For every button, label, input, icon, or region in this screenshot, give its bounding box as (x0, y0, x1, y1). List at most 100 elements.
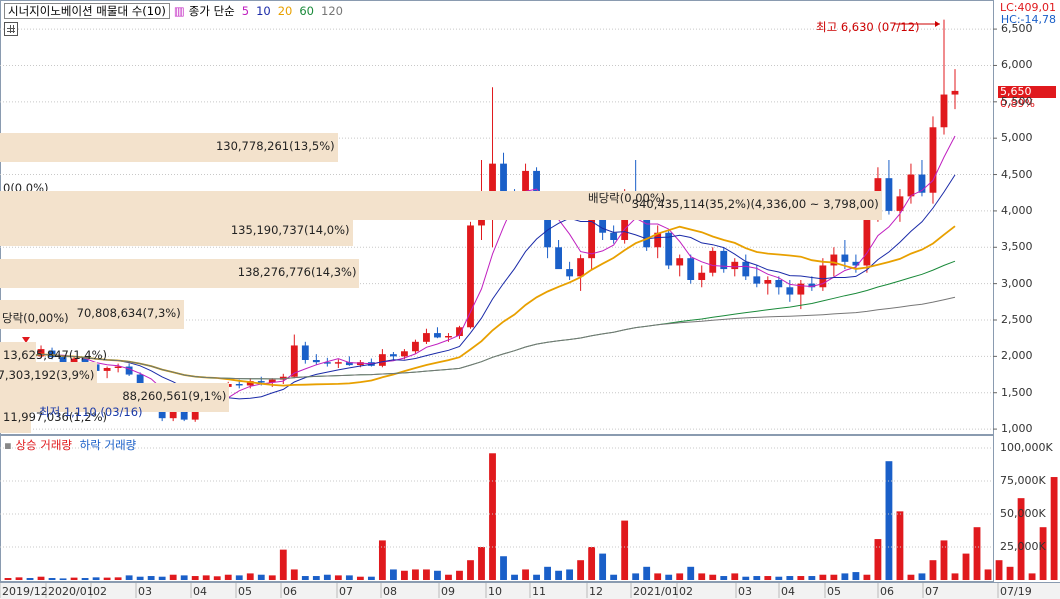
volume-bar (764, 576, 772, 580)
volume-bar (753, 576, 761, 580)
volume-bar (180, 575, 188, 580)
hc-label: HC:-14,78 (1000, 13, 1056, 26)
volume-bar (687, 566, 695, 580)
candle-body (301, 345, 309, 360)
candle-body (180, 411, 188, 420)
volume-bar (224, 574, 232, 580)
volume-bar (213, 576, 221, 580)
volume-bar (389, 569, 397, 580)
volume-bar (434, 570, 441, 580)
volume-bar (169, 574, 177, 580)
price-tick-label: 2,000 (1001, 349, 1033, 363)
candle-body (378, 354, 386, 366)
candle-body (687, 258, 695, 280)
volume-bar (456, 570, 463, 580)
candle-body (456, 327, 463, 336)
lc-hc-readout: LC:409,01 HC:-14,78 (1000, 2, 1056, 26)
grid-settings-icon[interactable] (4, 22, 18, 36)
time-tick-label: 12 (589, 585, 603, 598)
time-tick-label: 04 (781, 585, 795, 598)
volume-bar (191, 576, 199, 580)
volume-bar (70, 577, 78, 580)
time-tick-label: 03 (138, 585, 152, 598)
candle-body (59, 357, 67, 363)
candle-body (555, 247, 562, 270)
volume-profile-label: 340,435,114(35,2%)(4,336,00 ~ 3,798,00) (631, 197, 879, 212)
volume-bar (544, 566, 551, 580)
volume-bar (742, 576, 750, 580)
candle-body (841, 254, 849, 262)
candle-body (797, 283, 805, 295)
volume-tick-label: 50,000K (1000, 507, 1046, 520)
ma-10-line (7, 174, 956, 400)
volume-bar (896, 511, 904, 580)
volume-profile-label: 13,625,847(1,4%) (3, 348, 108, 362)
candle-body (808, 283, 816, 288)
candle-body (819, 265, 827, 288)
symbol-label[interactable]: 시너지이노베이션 매물대 수(10) (4, 3, 170, 19)
volume-bar (830, 574, 838, 580)
volume-profile-label: 138,276,776(14,3%) (237, 264, 357, 279)
volume-profile-label: 70,808,634(7,3%) (76, 305, 181, 320)
volume-bar (654, 573, 662, 580)
volume-profile-band (0, 216, 353, 246)
volume-bar (323, 574, 331, 580)
volume-bar (951, 573, 959, 580)
volume-profile-band (0, 191, 882, 221)
volume-bar (522, 569, 529, 580)
volume-bar (874, 539, 882, 580)
volume-profile-label: 37,303,192(3,9%) (0, 368, 95, 383)
time-tick-label: 06 (283, 585, 297, 598)
ma-20-label: 20 (277, 4, 293, 18)
ma-120-label: 120 (321, 4, 343, 18)
volume-bar (511, 574, 518, 580)
current-price-flag: 5,650 (998, 86, 1056, 98)
time-tick-label: 2020/01 (48, 585, 94, 598)
volume-bar (940, 540, 948, 580)
candle-body (257, 381, 265, 383)
volume-bar (125, 575, 133, 580)
volume-up-label: 상승 거래량 (15, 438, 73, 452)
volume-bar (489, 453, 496, 580)
volume-bar (268, 575, 276, 580)
volume-bar (445, 574, 452, 580)
volume-tick-label: 100,000K (1000, 441, 1053, 454)
volume-bar (786, 576, 794, 580)
price-tick-label: 3,000 (1001, 276, 1033, 290)
candle-body (500, 163, 507, 200)
candle-body (544, 207, 551, 248)
volume-bar (984, 569, 992, 580)
volume-bar (478, 547, 485, 580)
volume-profile-band (0, 299, 184, 329)
volume-bar (698, 573, 706, 580)
candle-body (290, 345, 298, 377)
volume-bar (235, 575, 243, 580)
candle-body (103, 368, 111, 371)
volume-bar (81, 578, 89, 580)
volume-bar (610, 574, 618, 580)
candle-body (345, 362, 353, 366)
price-tick-label: 5,000 (1001, 131, 1033, 145)
time-tick-label: 07 (925, 585, 939, 598)
candle-body (235, 384, 243, 386)
candle-body (136, 374, 144, 387)
volume-tick-label: 75,000K (1000, 474, 1046, 487)
dividend-marker-2 (22, 337, 30, 343)
volume-bar (1039, 527, 1047, 580)
volume-bar (599, 553, 607, 580)
high-annotation: 최고 6,630 (07/12) (816, 20, 920, 34)
candle-body (169, 411, 177, 419)
volume-bar (202, 575, 210, 580)
price-tick-label: 1,000 (1001, 422, 1033, 436)
volume-bar (423, 569, 430, 580)
ma-legend-icon: ▥ (173, 4, 185, 18)
volume-bar (676, 573, 684, 580)
high-arrow-head (934, 21, 940, 27)
volume-bar (356, 576, 364, 580)
time-tick-label: 02 (93, 585, 107, 598)
ma-title: 종가 단순 (188, 4, 235, 18)
volume-bar (467, 560, 474, 580)
ma-5-label: 5 (241, 4, 250, 18)
